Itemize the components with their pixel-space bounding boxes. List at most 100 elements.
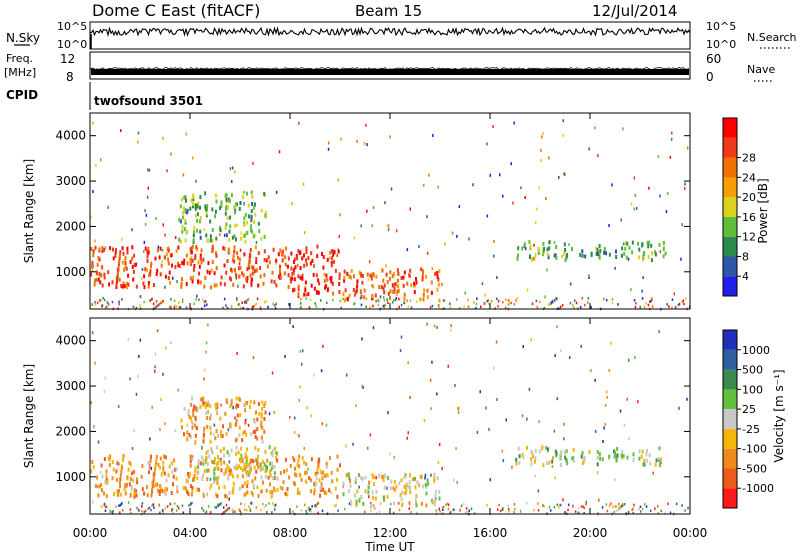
near-range-cell [111,510,113,514]
echo-cell [548,460,551,465]
scatter-cell [563,422,565,426]
echo-cell [253,400,256,405]
near-range-cell [687,506,689,510]
echo-cell [236,413,239,418]
near-range-cell [395,296,398,300]
near-range-cell [249,507,251,511]
nsky-label: N.Sky [6,31,40,45]
echo-cell [253,233,256,238]
near-range-cell [449,302,451,305]
echo-cell [419,297,422,302]
echo-cell [236,466,239,471]
echo-cell [317,290,320,295]
echo-cell [159,465,161,470]
near-range-cell [227,507,229,511]
echo-cell [305,258,307,263]
echo-cell [371,296,374,301]
echo-cell [162,468,165,473]
echo-cell [99,280,102,285]
echo-cell [226,494,229,499]
echo-cell [172,482,174,487]
echo-cell [152,482,154,486]
scatter-cell [538,186,540,190]
near-range-cell [516,296,518,300]
echo-cell [200,260,203,265]
echo-cell [147,250,150,255]
echo-cell [305,262,308,267]
near-range-cell [215,506,218,509]
echo-cell [91,264,93,269]
echo-cell [219,206,222,210]
echo-cell [325,490,328,495]
echo-cell [238,274,240,279]
echo-cell [564,455,567,460]
echo-cell [563,251,566,256]
echo-cell [422,292,425,297]
near-range-cell [606,509,609,513]
echo-cell [218,458,221,463]
scatter-cell [633,207,636,211]
echo-cell [325,461,328,466]
echo-cell [276,476,279,481]
near-range-cell [513,511,515,514]
echo-cell [173,458,176,463]
station-title: Dome C East (fitACF) [92,1,260,20]
echo-cell [225,204,228,209]
echo-cell [233,210,236,215]
echo-cell [146,249,149,254]
echo-cell [364,475,367,480]
near-range-cell [625,512,627,515]
echo-cell [143,274,146,279]
echo-cell [279,485,282,490]
x-axis-label: Time UT [364,540,415,554]
echo-cell [186,261,189,266]
echo-cell [230,267,232,272]
near-range-cell [296,505,298,508]
echo-cell [323,473,326,478]
near-range-cell [99,299,102,302]
echo-cell [168,270,171,275]
near-range-cell [634,305,637,309]
echo-cell [107,456,110,461]
echo-cell [120,469,123,474]
echo-cell [214,193,217,198]
echo-cell [427,481,430,486]
scatter-cell [406,248,409,252]
echo-cell [162,460,165,465]
near-range-cell [559,305,562,309]
echo-cell [220,430,223,434]
near-range-cell [151,504,153,507]
echo-cell [182,486,185,491]
echo-cell [245,459,248,464]
scatter-cell [623,423,626,427]
near-range-cell [410,306,413,309]
near-range-cell [240,502,242,505]
scatter-cell [379,295,382,299]
echo-cell [254,446,257,450]
echo-cell [615,249,617,254]
scatter-cell [145,213,148,217]
echo-cell [641,449,644,454]
near-range-cell [463,305,465,308]
near-range-cell [274,503,277,507]
echo-cell [211,244,214,249]
near-range-cell [555,297,558,300]
echo-cell [194,406,197,411]
near-range-cell [587,297,589,300]
echo-cell [386,494,389,499]
scatter-cell [634,356,636,359]
echo-cell [360,273,363,278]
scatter-cell [375,476,378,480]
echo-cell [255,410,257,415]
scatter-cell [431,360,433,364]
echo-cell [251,479,254,484]
near-range-cell [176,504,179,508]
echo-cell [229,224,232,229]
echo-cell [326,288,329,293]
echo-cell [208,454,211,459]
echo-cell [400,276,403,280]
echo-cell [515,457,518,462]
colorbar-swatch [723,349,737,370]
echo-cell [529,254,532,259]
echo-cell [215,429,218,434]
